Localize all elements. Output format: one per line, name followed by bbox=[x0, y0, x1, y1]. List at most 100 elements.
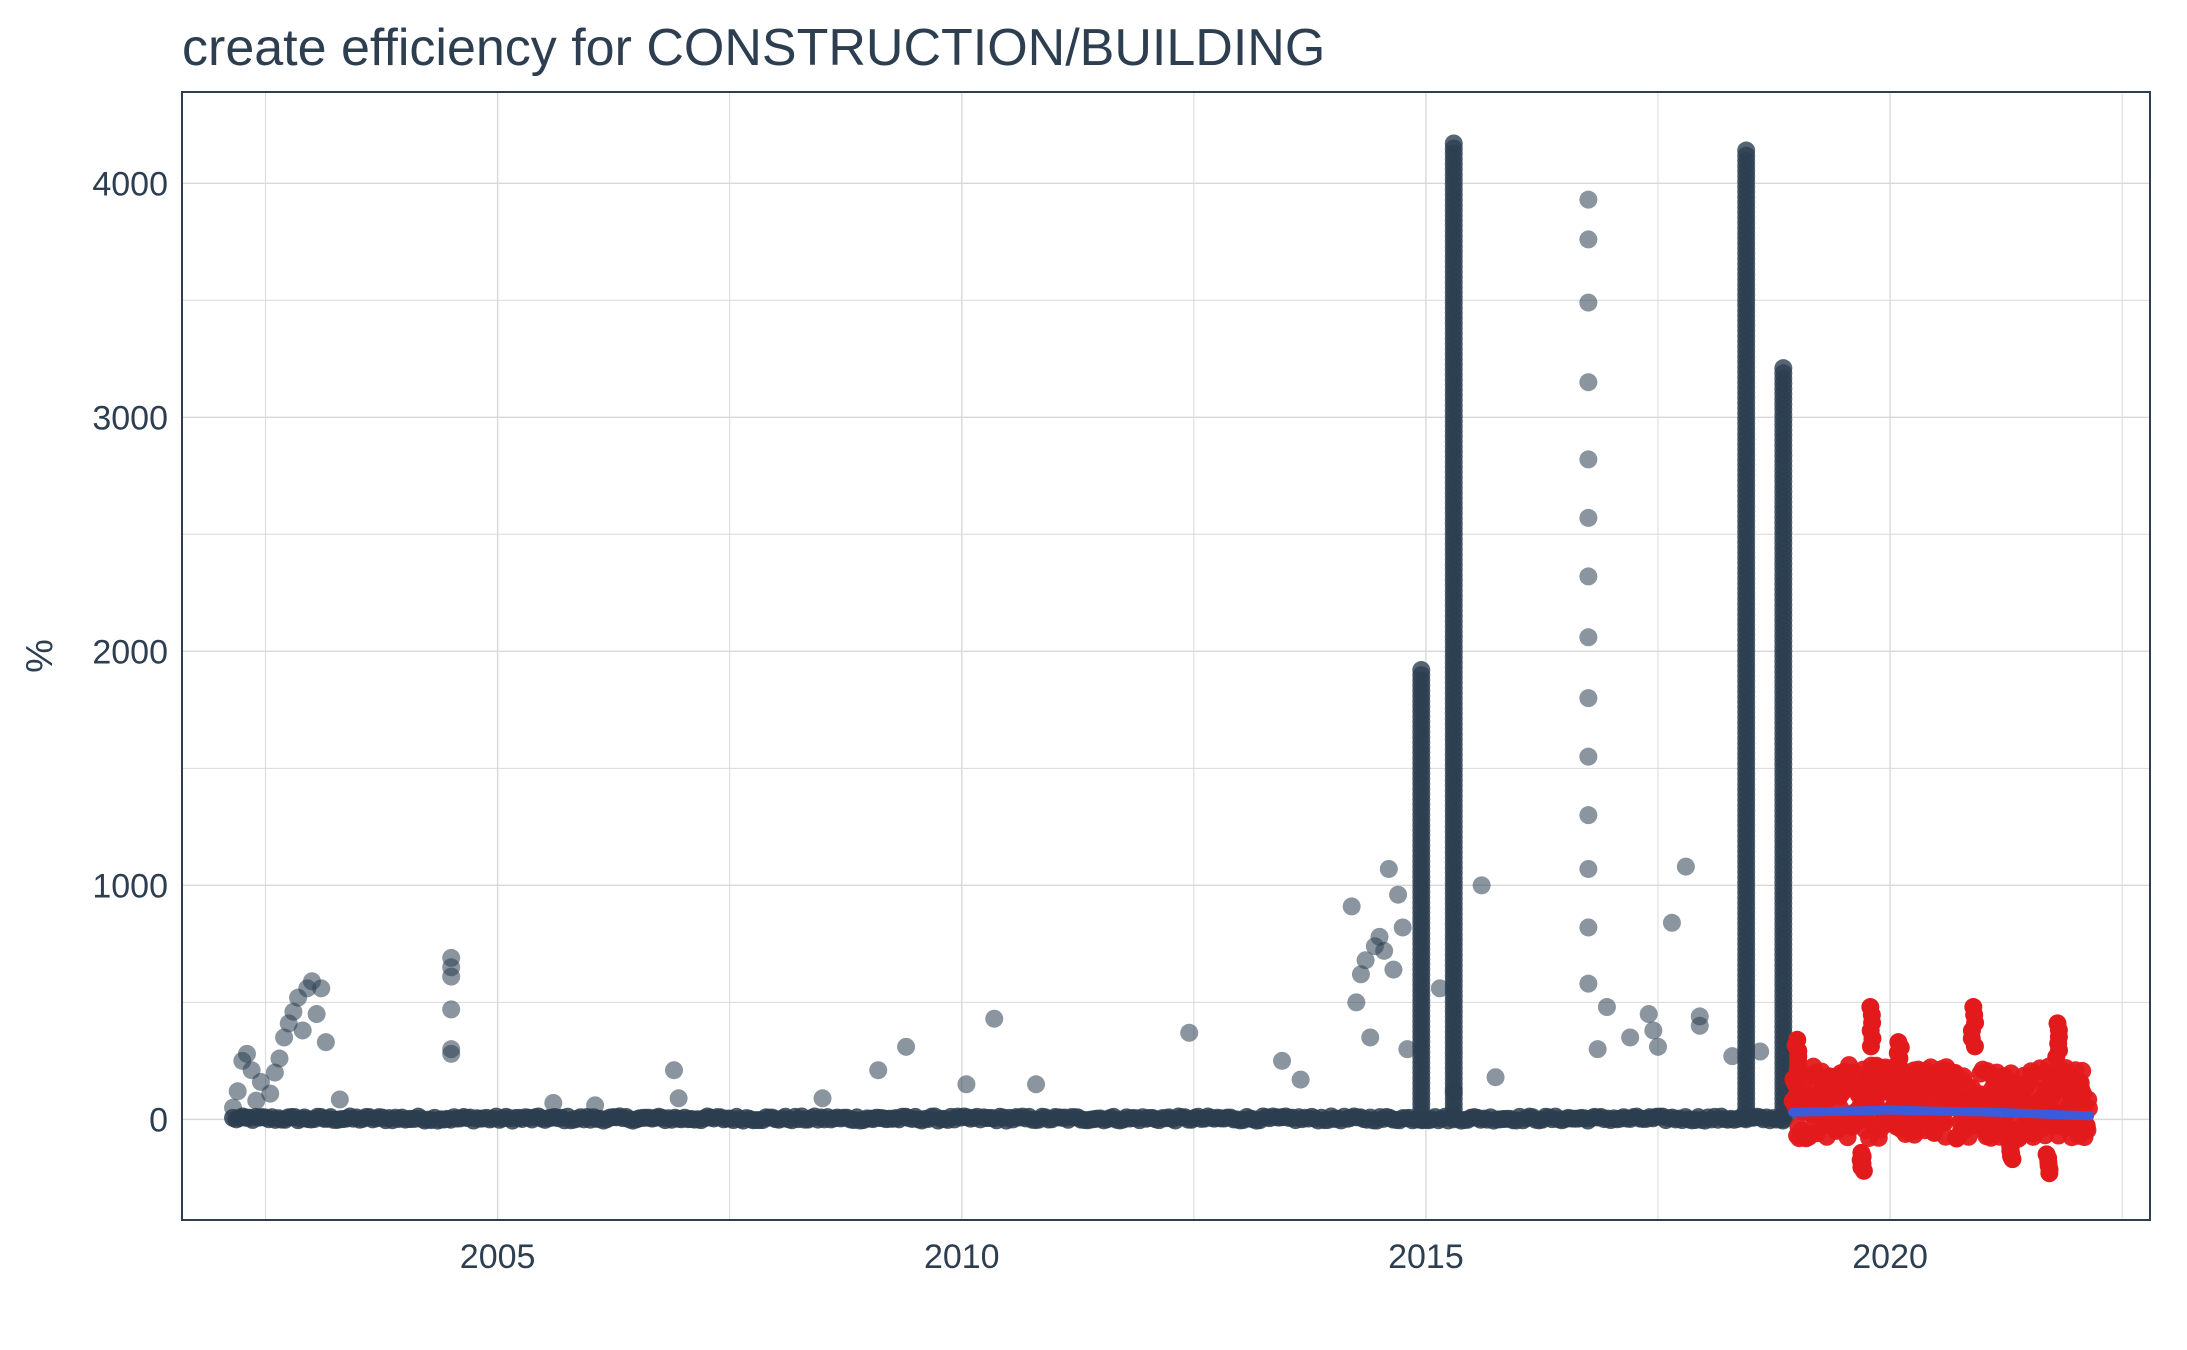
history-point bbox=[1579, 508, 1598, 527]
history-point bbox=[1649, 1037, 1667, 1056]
history-point bbox=[1356, 951, 1375, 970]
history-point bbox=[1342, 897, 1361, 916]
history-point bbox=[1588, 1040, 1607, 1059]
history-point bbox=[869, 1061, 888, 1080]
forecast-point bbox=[1964, 998, 1983, 1017]
x-tick-label: 2015 bbox=[1388, 1238, 1464, 1276]
history-point bbox=[544, 1093, 563, 1112]
y-tick-label: 3000 bbox=[92, 399, 168, 437]
grid-lines bbox=[182, 92, 2150, 1220]
history-point bbox=[237, 1044, 256, 1063]
history-point bbox=[1180, 1023, 1199, 1042]
history-point bbox=[312, 979, 331, 998]
history-point bbox=[247, 1091, 266, 1110]
plot-panel-border bbox=[181, 91, 2151, 1221]
history-point bbox=[1398, 1040, 1417, 1059]
history-point bbox=[665, 1061, 683, 1080]
forecast-point bbox=[1854, 1161, 1873, 1180]
forecast-point bbox=[2040, 1164, 2059, 1183]
history-point bbox=[442, 967, 461, 986]
history-point bbox=[897, 1037, 916, 1056]
history-point bbox=[1774, 359, 1793, 378]
history-point bbox=[1444, 1082, 1463, 1101]
y-tick-label: 4000 bbox=[92, 165, 168, 203]
y-axis-tick-labels: 0 1000 2000 3000 4000 bbox=[92, 165, 168, 1139]
history-point bbox=[1579, 293, 1598, 312]
history-point bbox=[1444, 134, 1463, 153]
forecast-point bbox=[2078, 1121, 2097, 1140]
history-point bbox=[1676, 857, 1695, 876]
history-point bbox=[1351, 965, 1370, 984]
history-point bbox=[1347, 993, 1366, 1012]
chart-title: create efficiency for CONSTRUCTION/BUILD… bbox=[182, 19, 1326, 77]
forecast-point bbox=[2003, 1150, 2022, 1169]
history-point bbox=[1644, 1021, 1663, 1040]
history-point bbox=[1723, 1047, 1742, 1066]
history-point bbox=[228, 1082, 247, 1101]
forecast-point bbox=[1788, 1030, 1807, 1049]
x-axis-tick-labels: 2005 2010 2015 2020 bbox=[460, 1238, 1928, 1276]
forecast-point bbox=[1861, 998, 1880, 1017]
history-point bbox=[1579, 450, 1598, 469]
history-point bbox=[284, 1002, 303, 1021]
history-point bbox=[1579, 747, 1598, 766]
history-point bbox=[1027, 1075, 1046, 1094]
history-point bbox=[1662, 913, 1681, 932]
y-tick-label: 1000 bbox=[92, 867, 168, 905]
history-point bbox=[1579, 689, 1598, 708]
forecast-point bbox=[1935, 1113, 1954, 1132]
x-tick-label: 2010 bbox=[924, 1238, 1000, 1276]
history-point bbox=[1579, 628, 1598, 647]
forecast-point bbox=[2073, 1061, 2092, 1080]
history-point bbox=[442, 1044, 461, 1063]
history-point bbox=[957, 1075, 976, 1094]
history-point bbox=[1412, 661, 1431, 680]
history-points bbox=[224, 134, 1796, 1130]
history-point bbox=[1579, 806, 1598, 825]
history-point bbox=[1273, 1051, 1292, 1070]
history-point bbox=[1579, 918, 1598, 937]
history-point bbox=[1639, 1005, 1658, 1024]
history-point bbox=[586, 1096, 605, 1115]
history-point bbox=[442, 1000, 461, 1019]
history-point bbox=[1370, 927, 1389, 946]
forecast-points bbox=[1783, 998, 2098, 1183]
forecast-point bbox=[2048, 1014, 2067, 1033]
history-point bbox=[1389, 885, 1408, 904]
history-point bbox=[1430, 979, 1449, 998]
history-point bbox=[261, 1084, 280, 1103]
history-point bbox=[265, 1063, 284, 1082]
history-point bbox=[1291, 1070, 1310, 1089]
history-point bbox=[1579, 974, 1598, 993]
history-point bbox=[1597, 998, 1616, 1017]
x-tick-label: 2020 bbox=[1852, 1238, 1928, 1276]
trend-line bbox=[1788, 1105, 2095, 1121]
history-point bbox=[1579, 859, 1598, 878]
history-point bbox=[1737, 141, 1756, 160]
history-point bbox=[1751, 1042, 1770, 1061]
history-point bbox=[307, 1005, 326, 1024]
history-point bbox=[1690, 1016, 1709, 1035]
history-point bbox=[1361, 1028, 1380, 1047]
history-point bbox=[1579, 567, 1598, 586]
history-point bbox=[1579, 190, 1598, 209]
history-point bbox=[1379, 859, 1398, 878]
history-point bbox=[316, 1033, 335, 1052]
history-point bbox=[1579, 373, 1598, 392]
history-point bbox=[1472, 876, 1491, 895]
forecast-point bbox=[1889, 1033, 1908, 1052]
history-point bbox=[293, 1021, 312, 1040]
history-point bbox=[275, 1028, 294, 1047]
history-point bbox=[1621, 1028, 1640, 1047]
history-point bbox=[1384, 960, 1403, 979]
history-point bbox=[813, 1089, 832, 1108]
history-point bbox=[985, 1009, 1004, 1028]
history-point bbox=[669, 1089, 688, 1108]
history-point bbox=[224, 1098, 243, 1117]
history-point bbox=[1375, 941, 1394, 960]
y-tick-label: 0 bbox=[149, 1101, 168, 1139]
x-tick-label: 2005 bbox=[460, 1238, 536, 1276]
history-point bbox=[270, 1049, 289, 1068]
trend-line-group bbox=[1788, 1105, 2095, 1121]
